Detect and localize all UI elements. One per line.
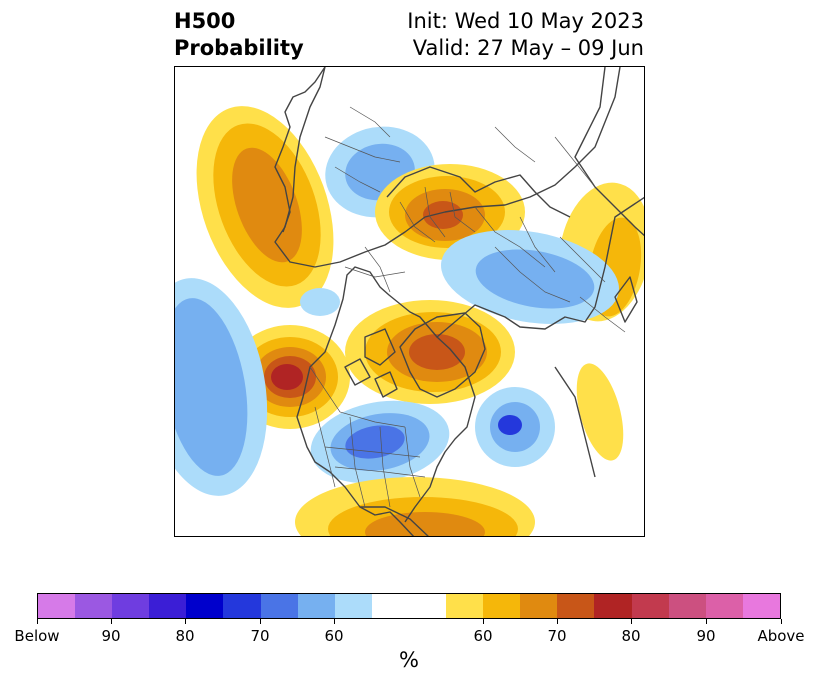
coastline-greenland [399,312,486,398]
colorbar-cell [186,594,224,618]
probability-contour [576,363,624,461]
colorbar-tick-mark [185,619,186,624]
coastline-us-east [404,336,476,523]
probability-contour [232,147,302,263]
colorbar-cell [297,594,335,618]
colorbar [37,593,781,619]
colorbar-tick-label: 80 [621,627,641,645]
coastline-east-asia [574,67,644,237]
colorbar-cell [334,594,372,618]
colorbar-tick-label: 70 [250,627,270,645]
colorbar-tick-mark [334,619,335,624]
colorbar-cell [38,594,76,618]
colorbar-tick-mark [260,619,261,624]
probability-contour [175,298,248,476]
colorbar-cell [149,594,187,618]
colorbar-cell [223,594,261,618]
coastlines [274,67,644,536]
coastline-europe [386,166,571,218]
colorbar-cell [594,594,632,618]
colorbar-cell [446,594,484,618]
probability-contour [300,288,340,316]
colorbar-tick-label: 90 [696,627,716,645]
coastline-africa [554,366,596,478]
anomaly-greenland-arctic-high [345,300,515,404]
colorbar-tick-mark [483,619,484,624]
colorbar-tick-label: 60 [473,627,493,645]
anomaly-mid-atlantic-high [576,363,624,461]
colorbar-tick-mark [631,619,632,624]
map-title: H500 Probability [174,8,304,62]
colorbar-tick-label: Above [757,627,805,645]
coastline-north-america [296,196,644,536]
colorbar-tick-label: 70 [547,627,567,645]
colorbar-tick-mark [781,619,782,624]
polar-map [175,67,644,536]
colorbar-cell [483,594,521,618]
probability-contour [423,201,463,229]
colorbar-cell [520,594,558,618]
coastline-gulf [359,506,415,536]
coastline-eurasia [274,67,621,268]
colorbar-cell [631,594,669,618]
colorbar-cell [371,594,409,618]
init-date: Init: Wed 10 May 2023 [407,9,644,33]
colorbar-cell [260,594,298,618]
colorbar-tick-mark [111,619,112,624]
colorbar-cell [668,594,706,618]
probability-contour [271,364,303,390]
colorbar-tick-label: Below [14,627,60,645]
colorbar-tick-label: 90 [101,627,121,645]
colorbar-cell [408,594,447,618]
colorbar-cell [705,594,743,618]
anomaly-n-atlantic-low [475,387,555,467]
anomaly-east-asia-low [441,230,619,324]
valid-period: Valid: 27 May – 09 Jun [412,36,644,60]
probability-fills [175,106,644,536]
title-type: Probability [174,36,304,60]
anomaly-subtropical-pacific-low-band [175,278,268,496]
colorbar-tick-label: 60 [324,627,344,645]
colorbar-tick-mark [706,619,707,624]
colorbar-cell [112,594,150,618]
colorbar-cell [557,594,595,618]
anomaly-n-pacific-high [196,106,334,308]
probability-contour [498,415,522,435]
colorbar-cell [742,594,780,618]
colorbar-tick-mark [37,619,38,624]
probability-contour [365,512,485,536]
map-panel [174,66,645,537]
coastline-arctic-islands [344,328,398,398]
title-variable: H500 [174,9,236,33]
colorbar-cell [75,594,113,618]
colorbar-tick-mark [557,619,558,624]
coastline-alaska [274,67,326,233]
forecast-dates: Init: Wed 10 May 2023 Valid: 27 May – 09… [407,8,644,62]
probability-contour [475,249,595,309]
political-borders [309,106,626,508]
anomaly-caribbean-low [300,288,340,316]
probability-contour [409,334,465,370]
colorbar-tick-label: 80 [175,627,195,645]
coastline-japan [614,276,638,323]
colorbar-unit: % [399,648,419,672]
